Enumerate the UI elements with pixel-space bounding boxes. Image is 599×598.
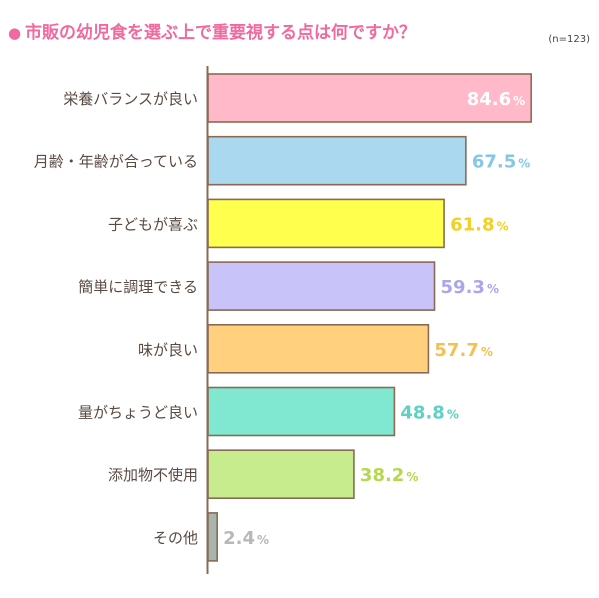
bar — [207, 449, 355, 500]
category-label: 簡単に調理できる — [78, 278, 198, 296]
sample-size-note: (n=123) — [548, 34, 590, 45]
title-group: ● 市販の幼児食を選ぶ上で重要視する点は何ですか？ — [8, 22, 416, 43]
bar — [207, 198, 445, 249]
value-label: 48.8% — [400, 403, 458, 424]
value-label: 67.5% — [472, 152, 530, 173]
bar — [207, 512, 218, 562]
category-label: 味が良い — [138, 341, 198, 359]
chart-title: 市販の幼児食を選ぶ上で重要視する点は何ですか？ — [25, 22, 416, 43]
bar — [207, 135, 467, 186]
category-label: 量がちょうど良い — [78, 404, 198, 422]
value-label: 38.2% — [360, 465, 418, 486]
value-label: 61.8% — [450, 214, 508, 235]
bar — [207, 323, 430, 374]
value-label: 59.3% — [441, 277, 499, 298]
title-marker: ● — [8, 24, 21, 42]
category-label: 栄養バランスが良い — [63, 90, 198, 108]
category-label: その他 — [153, 529, 198, 547]
bar — [207, 386, 396, 437]
category-label: 添加物不使用 — [108, 466, 198, 484]
category-label: 子どもが喜ぶ — [108, 215, 198, 233]
value-label: 57.7% — [434, 340, 492, 361]
bars-layer: 栄養バランスが良い 84.6 % 月齢・年齢が合っている 67.5 % 子どもが喜ぶ 61.8… — [34, 73, 532, 562]
value-label: 2.4% — [223, 528, 269, 549]
category-label: 月齢・年齢が合っている — [34, 153, 198, 171]
bar — [207, 261, 436, 311]
bar — [207, 73, 532, 123]
value-label: 84.6% — [467, 89, 525, 110]
